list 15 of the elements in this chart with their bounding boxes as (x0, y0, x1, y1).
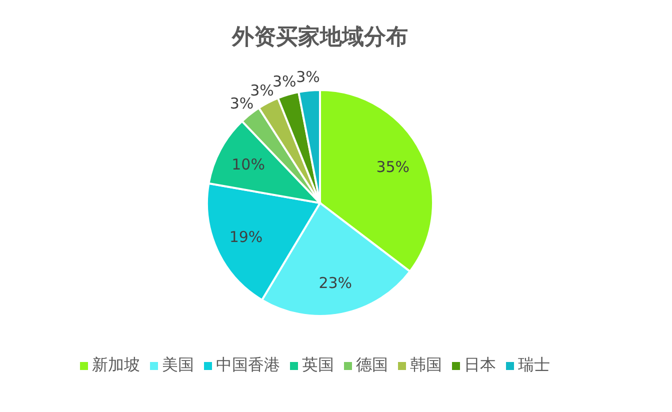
legend-label: 美国 (162, 355, 194, 374)
chart-title: 外资买家地域分布 (230, 24, 409, 52)
legend-label: 中国香港 (216, 355, 280, 374)
legend-label: 英国 (302, 355, 334, 374)
data-label: 3% (296, 68, 320, 86)
data-label: 10% (232, 156, 265, 174)
data-label: 3% (272, 72, 296, 91)
legend-label: 日本 (464, 355, 496, 374)
data-label: 35% (376, 158, 410, 176)
legend-label: 德国 (356, 355, 388, 374)
legend-label: 瑞士 (518, 355, 550, 374)
legend-label: 韩国 (410, 355, 442, 374)
data-label: 19% (229, 228, 263, 246)
data-label: 23% (318, 274, 352, 292)
legend-label: 新加坡 (92, 355, 140, 374)
